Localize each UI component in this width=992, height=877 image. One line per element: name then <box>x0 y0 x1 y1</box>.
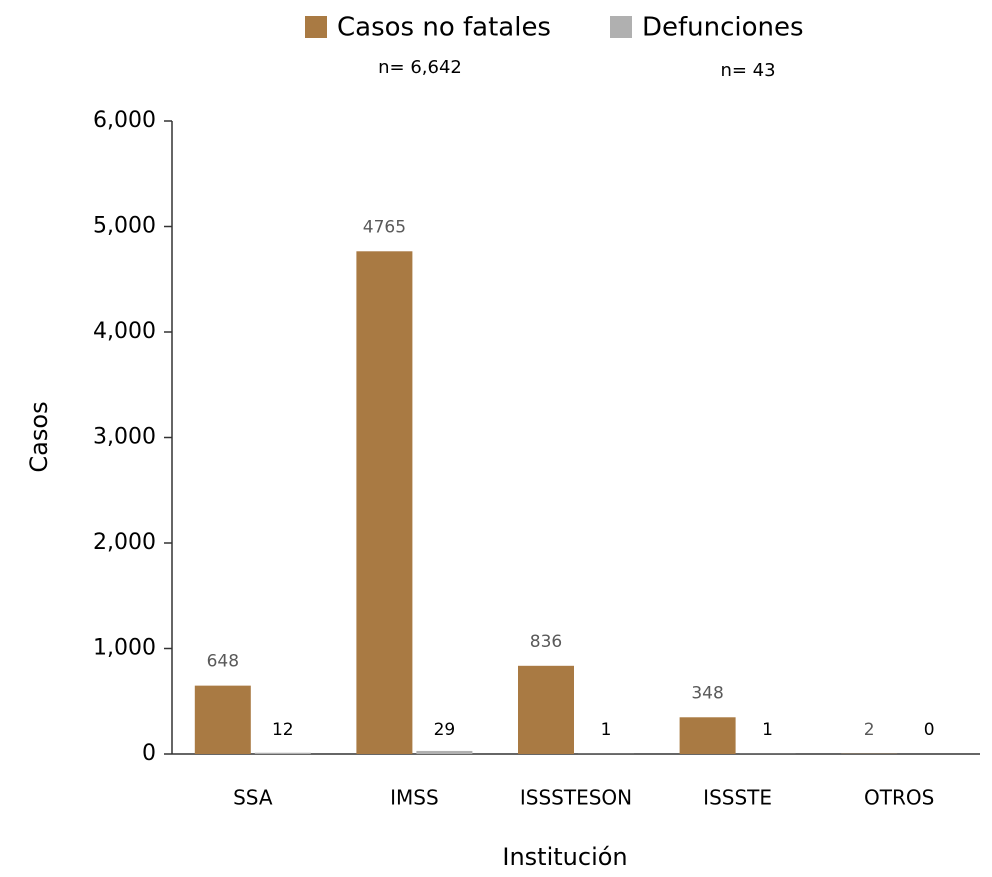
y-tick-label: 2,000 <box>93 530 156 555</box>
value-label: 12 <box>272 720 294 740</box>
y-axis-title: Casos <box>25 401 53 472</box>
x-tick-label: ISSSTE <box>703 786 772 810</box>
value-label: 1 <box>762 720 773 740</box>
x-tick-label: SSA <box>233 786 273 810</box>
y-tick-label: 5,000 <box>93 214 156 239</box>
bar <box>356 251 412 754</box>
value-label: 1 <box>601 720 612 740</box>
value-label: 348 <box>691 683 723 703</box>
y-tick-label: 6,000 <box>93 108 156 133</box>
y-tick-label: 0 <box>142 741 156 766</box>
value-label: 0 <box>924 720 935 740</box>
x-axis-title: Institución <box>502 843 627 871</box>
value-label: 29 <box>434 720 456 740</box>
y-tick-label: 4,000 <box>93 319 156 344</box>
x-tick-label: OTROS <box>864 786 934 810</box>
legend-label: Defunciones <box>642 13 804 43</box>
bar <box>195 686 251 754</box>
value-label: 4765 <box>363 217 406 237</box>
bar <box>518 666 574 754</box>
x-tick-label: ISSSTESON <box>520 786 632 810</box>
y-tick-label: 1,000 <box>93 636 156 661</box>
bar <box>416 751 472 754</box>
value-label: 2 <box>864 720 875 740</box>
y-tick-label: 3,000 <box>93 425 156 450</box>
value-label: 648 <box>207 652 239 672</box>
legend-label: Casos no fatales <box>337 13 551 43</box>
value-label: 836 <box>530 632 562 652</box>
bar <box>680 717 736 754</box>
annotation: n= 43 <box>720 60 775 81</box>
legend-swatch <box>305 16 327 38</box>
annotation: n= 6,642 <box>378 57 462 78</box>
x-tick-label: IMSS <box>390 786 439 810</box>
bar <box>255 753 311 754</box>
legend-swatch <box>610 16 632 38</box>
